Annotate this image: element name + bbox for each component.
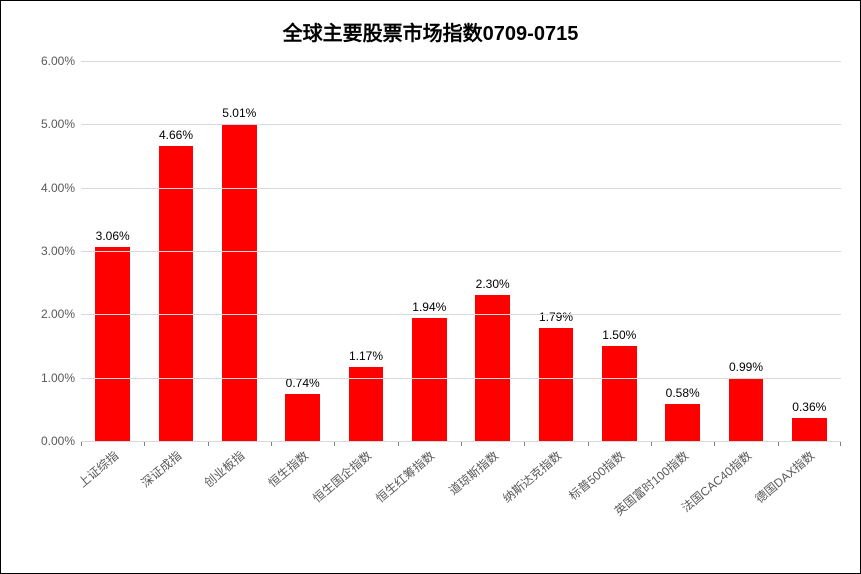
chart-container: 全球主要股票市场指数0709-0715 3.06% 4.66% 5.01% 0.74%… [0, 0, 861, 574]
grid-line [81, 378, 841, 379]
bar-value-label: 5.01% [222, 106, 256, 124]
bar-value-label: 3.06% [96, 229, 130, 247]
bar-value-label: 1.50% [602, 328, 636, 346]
y-tick-label: 3.00% [41, 244, 81, 258]
bar-value-label: 1.17% [349, 349, 383, 367]
plot-area: 3.06% 4.66% 5.01% 0.74% 1.17% 1.94% 2.30% 1.79%… [81, 61, 841, 441]
bar: 1.50% [602, 346, 637, 441]
grid-line [81, 61, 841, 62]
grid-line [81, 124, 841, 125]
bar: 5.01% [222, 124, 257, 441]
x-tick-label: 纳斯达克指数 [499, 447, 565, 506]
bar: 1.94% [412, 318, 447, 441]
bar: 2.30% [475, 295, 510, 441]
bar: 4.66% [159, 146, 194, 441]
x-axis-labels: 上证综指深证成指创业板指恒生指数恒生国企指数恒生红筹指数道琼斯指数纳斯达克指数标… [81, 441, 841, 561]
x-tick-label: 恒生指数 [264, 447, 312, 491]
x-tick-label: 创业板指 [201, 447, 249, 491]
bar: 0.58% [665, 404, 700, 441]
x-tick-label: 恒生国企指数 [309, 447, 375, 506]
grid-line [81, 251, 841, 252]
x-tick-label: 恒生红筹指数 [372, 447, 438, 506]
y-tick-label: 5.00% [41, 117, 81, 131]
bar-value-label: 0.58% [666, 386, 700, 404]
x-tick-label: 道琼斯指数 [445, 447, 502, 499]
y-tick-label: 6.00% [41, 54, 81, 68]
bar-value-label: 1.94% [412, 300, 446, 318]
y-tick-label: 4.00% [41, 181, 81, 195]
x-tick-label: 上证综指 [74, 447, 122, 491]
bar: 3.06% [95, 247, 130, 441]
bar-value-label: 1.79% [539, 310, 573, 328]
bar: 1.79% [539, 328, 574, 441]
bar: 0.74% [285, 394, 320, 441]
bar-value-label: 4.66% [159, 128, 193, 146]
bar: 0.36% [792, 418, 827, 441]
y-tick-label: 1.00% [41, 371, 81, 385]
y-tick-label: 0.00% [41, 434, 81, 448]
y-tick-label: 2.00% [41, 307, 81, 321]
grid-line [81, 188, 841, 189]
x-tick-label: 德国DAX指数 [752, 447, 819, 507]
x-tick-label: 标普500指数 [565, 447, 628, 504]
grid-line [81, 314, 841, 315]
chart-title: 全球主要股票市场指数0709-0715 [1, 1, 860, 54]
bar-value-label: 0.74% [286, 376, 320, 394]
bar: 0.99% [729, 378, 764, 441]
bar-value-label: 2.30% [476, 277, 510, 295]
bar-value-label: 0.36% [792, 400, 826, 418]
bar-value-label: 0.99% [729, 360, 763, 378]
x-tick-label: 深证成指 [137, 447, 185, 491]
